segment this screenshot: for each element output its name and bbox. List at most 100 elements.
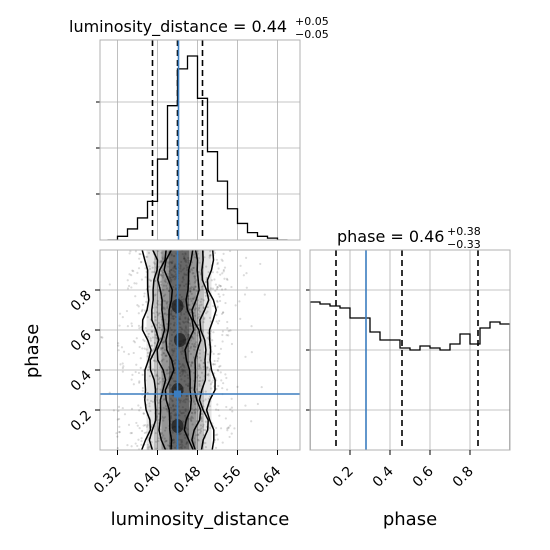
density-point [160, 251, 163, 254]
density-point [198, 304, 201, 307]
density-point [190, 267, 193, 271]
density-point [186, 320, 189, 323]
density-point [233, 427, 236, 430]
density-point [234, 304, 237, 307]
density-point [119, 363, 122, 366]
density-point [157, 419, 160, 422]
density-band [154, 250, 204, 450]
density-point [151, 400, 154, 403]
density-point [180, 298, 183, 301]
density-point [216, 359, 219, 363]
density-point [174, 263, 177, 266]
density-point [184, 316, 187, 319]
density-point [189, 290, 192, 293]
density-point [194, 411, 197, 414]
density-point [159, 273, 163, 277]
density-point [143, 347, 146, 350]
density-point [196, 433, 200, 436]
density-point [192, 395, 195, 398]
density-point [197, 390, 200, 393]
density-point [194, 328, 197, 331]
density-point [136, 304, 139, 307]
density-point [153, 369, 156, 372]
density-point [172, 323, 176, 326]
truth-marker [174, 390, 181, 398]
density-point [136, 444, 139, 448]
density-point [200, 427, 203, 430]
density-point [187, 417, 190, 420]
density-point [217, 293, 220, 296]
density-point [159, 380, 162, 383]
density-point [196, 438, 200, 441]
density-point [196, 344, 199, 347]
density-point [154, 315, 157, 319]
density-point [173, 329, 177, 332]
density-point [163, 279, 166, 282]
density-point [212, 363, 215, 366]
phase-x-ticks: 0.2 0.4 0.6 0.8 [330, 450, 477, 491]
density-point [181, 364, 184, 367]
x-tick-label: 0.4 [370, 463, 397, 490]
density-point [160, 260, 163, 263]
density-point [243, 293, 247, 296]
density-point [206, 373, 209, 377]
density-point [179, 265, 182, 268]
density-point [167, 289, 171, 293]
density-point [217, 384, 220, 388]
density-point [146, 255, 149, 259]
density-point [129, 250, 132, 253]
density-point [181, 373, 184, 376]
density-point [198, 261, 201, 264]
density-point [227, 334, 230, 337]
density-point [198, 382, 201, 386]
density-point [178, 443, 181, 446]
density-point [171, 260, 174, 263]
density-point [204, 390, 207, 393]
density-point [167, 403, 171, 406]
density-point [141, 308, 144, 311]
density-point [160, 274, 163, 277]
phase-title-sub: −0.33 [447, 238, 481, 251]
density-point [213, 278, 216, 281]
density-point [226, 320, 229, 324]
density-point [230, 406, 234, 409]
density-point [167, 386, 170, 389]
density-point [136, 424, 139, 427]
lum-x-ticks: 0.32 0.40 0.48 0.56 0.64 [91, 450, 284, 497]
density-point [184, 327, 188, 330]
scatter-2d-panel: 0.32 0.40 0.48 0.56 0.64 0.2 0.4 0.6 0.8 [68, 249, 301, 497]
density-point [179, 401, 182, 404]
density-point [142, 412, 145, 415]
density-point [212, 363, 215, 366]
density-point [163, 306, 166, 309]
density-point [127, 284, 131, 288]
density-point [172, 351, 175, 354]
density-point [181, 346, 184, 350]
density-point [164, 415, 167, 419]
density-point [182, 411, 185, 414]
density-point [221, 387, 224, 390]
density-point [187, 303, 190, 306]
density-point [154, 333, 157, 336]
density-point [159, 283, 163, 286]
density-point [259, 262, 262, 266]
density-point [225, 405, 228, 409]
density-point [186, 398, 189, 401]
density-point [131, 269, 134, 272]
density-point [186, 428, 189, 431]
density-point [172, 317, 175, 320]
density-point [211, 381, 214, 384]
density-point [209, 287, 213, 290]
density-point [155, 306, 158, 309]
density-point [220, 312, 224, 316]
density-point [186, 384, 190, 387]
density-point [170, 417, 173, 420]
density-point [193, 308, 196, 311]
density-point [207, 270, 210, 274]
density-point [179, 438, 182, 442]
density-point [160, 431, 163, 434]
density-point [181, 368, 184, 371]
density-point [142, 412, 145, 415]
density-point [187, 318, 190, 322]
density-point [166, 444, 170, 447]
